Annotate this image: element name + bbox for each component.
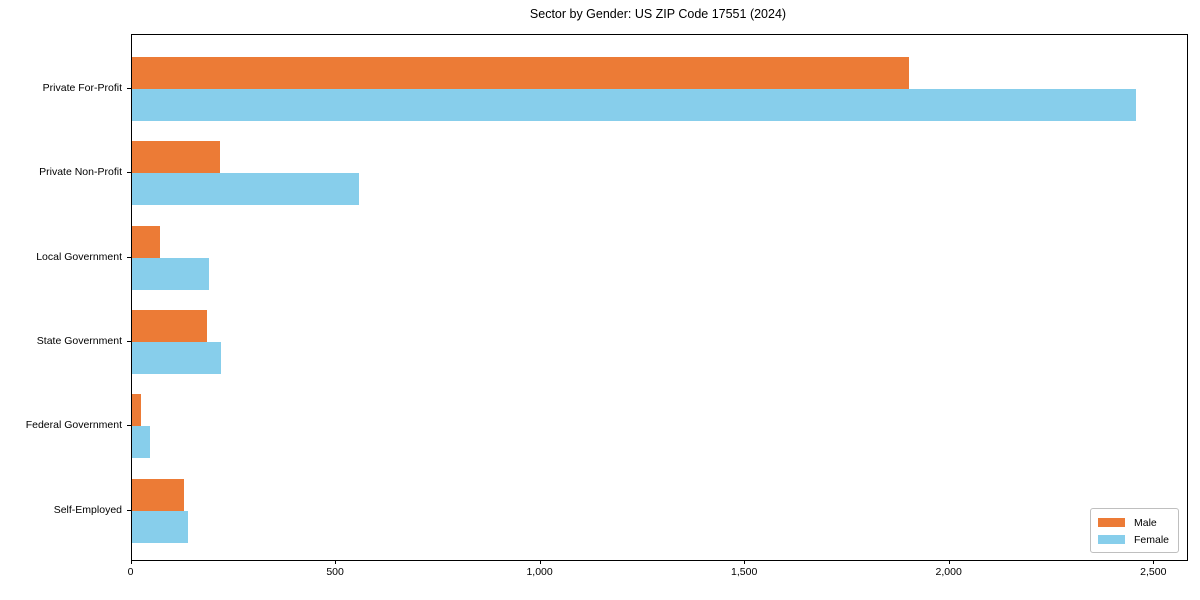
bar-female-3: [131, 257, 209, 290]
x-axis-tick: [539, 559, 541, 564]
x-axis-tick: [1153, 559, 1155, 564]
bar-female-5: [131, 426, 150, 459]
x-tick-label: 1,500: [731, 566, 758, 578]
legend-label-male: Male: [1134, 516, 1157, 529]
legend-swatch-female: [1098, 535, 1125, 544]
legend-entry-female: Female: [1098, 531, 1178, 548]
y-tick-label: State Government: [36, 335, 122, 347]
bar-female-1: [131, 89, 1136, 121]
x-tick-label: 2,500: [1140, 566, 1167, 578]
y-tick-label: Private For-Profit: [42, 82, 122, 94]
y-tick-label: Self-Employed: [53, 503, 122, 516]
bar-male-3: [131, 225, 161, 258]
y-axis-tick: [126, 425, 131, 427]
bar-female-2: [131, 173, 359, 206]
bar-male-4: [131, 309, 208, 342]
y-axis-tick: [126, 341, 131, 342]
y-axis-tick: [126, 172, 131, 174]
y-axis-tick: [126, 88, 131, 89]
y-tick-label: Local Government: [36, 250, 122, 263]
x-axis-tick: [335, 559, 337, 564]
bar-male-6: [131, 478, 184, 511]
y-tick-label: Federal Government: [25, 419, 122, 432]
y-axis-tick: [126, 509, 131, 511]
bar-male-2: [131, 141, 220, 174]
legend-label-female: Female: [1134, 533, 1170, 546]
x-tick-label: 1,000: [526, 566, 553, 578]
legend-entry-male: Male: [1098, 514, 1178, 531]
bar-female-4: [131, 341, 222, 374]
x-axis-tick: [948, 559, 950, 564]
bar-male-5: [131, 394, 141, 427]
x-tick-label: 0: [127, 566, 134, 578]
x-axis-tick: [744, 559, 746, 564]
chart-title: Sector by Gender: US ZIP Code 17551 (202…: [529, 7, 787, 21]
plot-area: [130, 33, 1188, 561]
legend: Male Female: [1090, 508, 1179, 553]
x-tick-label: 500: [326, 566, 344, 578]
x-axis-tick: [130, 559, 132, 564]
y-axis-tick: [126, 256, 131, 258]
bar-male-1: [131, 57, 909, 89]
x-tick-label: 2,000: [935, 566, 962, 578]
y-tick-label: Private Non-Profit: [39, 166, 122, 179]
legend-swatch-male: [1098, 518, 1125, 527]
bar-female-6: [131, 510, 188, 543]
